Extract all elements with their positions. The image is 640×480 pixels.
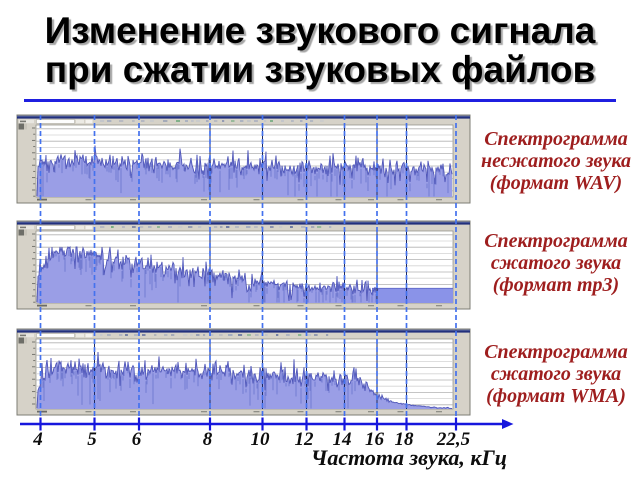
svg-text:22,5: 22,5 [436, 429, 471, 450]
svg-text:5: 5 [87, 429, 97, 450]
svg-text:10: 10 [251, 429, 271, 450]
svg-text:8: 8 [203, 429, 213, 450]
svg-text:4: 4 [32, 429, 43, 450]
svg-text:14: 14 [333, 429, 352, 450]
svg-text:6: 6 [132, 429, 142, 450]
svg-text:12: 12 [295, 429, 315, 450]
svg-text:18: 18 [395, 429, 415, 450]
svg-text:16: 16 [365, 429, 385, 450]
